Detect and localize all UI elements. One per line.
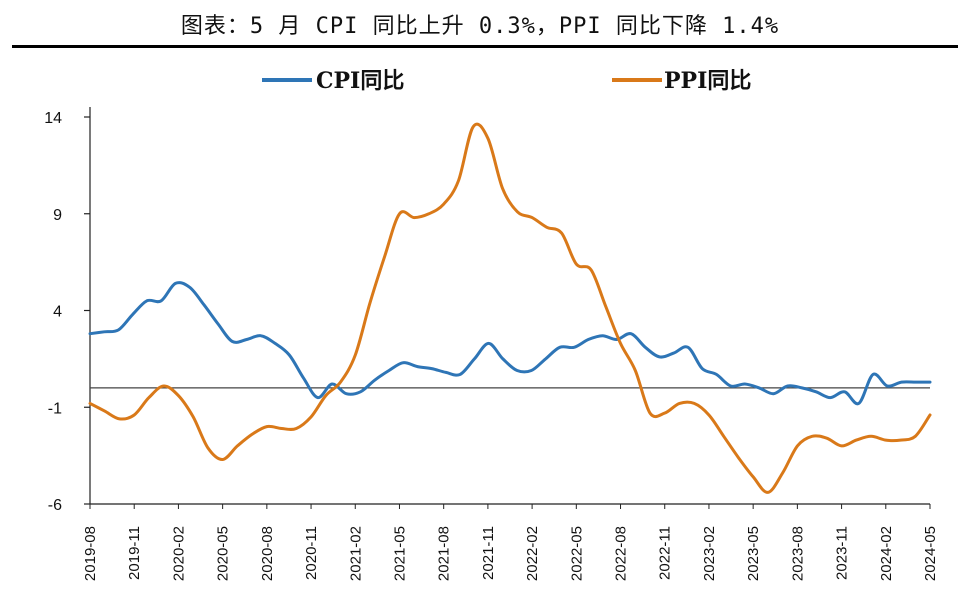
page-title: 图表：5 月 CPI 同比上升 0.3%，PPI 同比下降 1.4% [180, 14, 780, 39]
x-tick-label: 2020-11 [303, 526, 320, 580]
y-tick-label: -6 [48, 497, 62, 514]
x-tick-label: 2024-02 [878, 526, 895, 581]
y-tick-label: 4 [53, 304, 62, 321]
x-tick-label: 2021-11 [480, 526, 497, 580]
chart-axes: 14 9 4 -1 -6 2019-08 2019-11 2020-02 2020-05 2020… [44, 107, 939, 581]
x-tick-label: 2022-11 [657, 526, 674, 580]
x-tick-label: 2022-08 [613, 526, 630, 581]
y-tick-label: -1 [48, 400, 62, 417]
x-tick-label: 2020-08 [259, 526, 276, 581]
title-divider [12, 45, 958, 48]
x-tick-label: 2024-05 [922, 526, 939, 581]
x-tick-label: 2022-02 [524, 526, 541, 581]
x-tick-label: 2023-08 [789, 526, 806, 581]
legend-label-cpi: CPI同比 [316, 68, 404, 94]
series-line-ppi [88, 122, 932, 494]
x-tick-label: 2023-05 [745, 526, 762, 581]
x-tick-label: 2020-05 [215, 526, 232, 581]
legend-label-ppi: PPI同比 [664, 68, 751, 94]
x-tick-label: 2023-02 [701, 526, 718, 581]
x-tick-label: 2023-11 [834, 526, 851, 580]
y-tick-label: 9 [53, 207, 62, 224]
x-tick-label: 2021-02 [347, 526, 364, 581]
x-tick-label: 2020-02 [170, 526, 187, 581]
x-tick-label: 2021-08 [436, 526, 453, 581]
x-tick-label: 2022-05 [568, 526, 585, 581]
y-tick-label: 14 [44, 110, 62, 127]
chart-series [88, 122, 932, 494]
x-tick-label: 2019-08 [82, 526, 99, 581]
x-tick-label: 2019-11 [126, 526, 143, 580]
chart-legend: CPI同比 PPI同比 [262, 68, 751, 94]
x-tick-label: 2021-05 [391, 526, 408, 581]
series-line-cpi [88, 281, 932, 406]
